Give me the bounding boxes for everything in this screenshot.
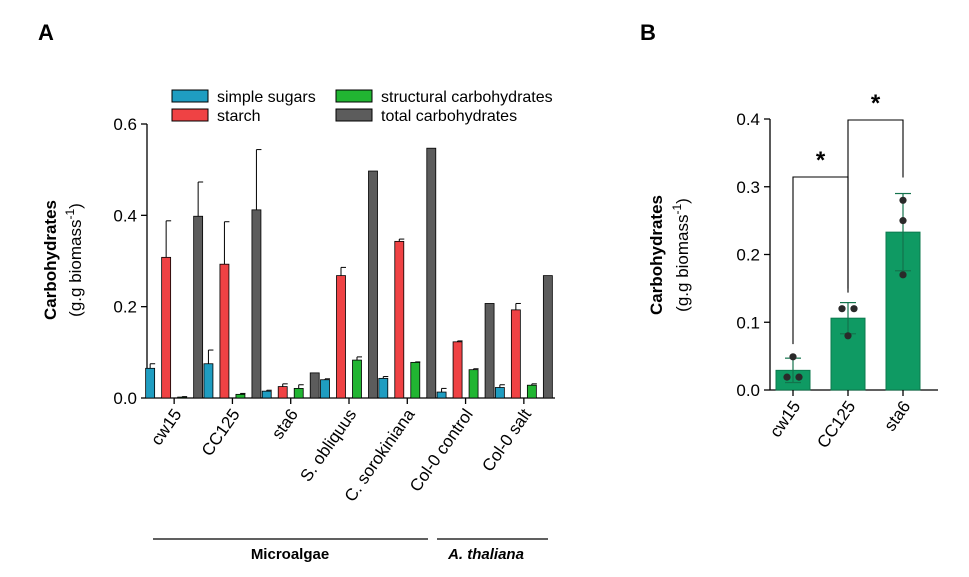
bar-simple-sugars-c-sorokiniana [378, 377, 389, 399]
y-axis-title-a: Carbohydrates [41, 200, 60, 320]
data-point-b-sta6-0 [899, 196, 907, 204]
data-point-b-cc125-2 [844, 332, 852, 340]
data-point-b-cw15-1 [783, 373, 791, 381]
group-label-microalgae: Microalgae [251, 546, 329, 563]
y-axis-unit-b-close: ) [673, 198, 692, 204]
bar-structural-carbohydrates-c-sorokiniana [410, 361, 421, 399]
bar-total-carbohydrates-s-obliquus [368, 170, 378, 399]
y-axis-unit-a-close: ) [66, 203, 85, 209]
legend-label-structural: structural carbohydrates [381, 89, 553, 106]
y-tick-label-a-2: 0.4 [113, 206, 137, 225]
x-tick-label-cw15: cw15 [147, 405, 185, 448]
bar-simple-sugars-cw15 [145, 367, 156, 399]
y-axis-unit-a-main: (g.g biomass [66, 220, 85, 317]
y-axis-unit-a: (g.g biomass-1) [63, 203, 85, 317]
panel-b-letter: B [640, 20, 656, 45]
y-tick-label-a-0: 0.0 [113, 389, 137, 408]
bar-simple-sugars-sta6 [261, 390, 272, 399]
legend-swatch-structural [335, 89, 373, 103]
y-axis-unit-b-sup: -1 [670, 204, 684, 215]
y-tick-label-b-2: 0.2 [736, 246, 760, 265]
bar-simple-sugars-s-obliquus [320, 379, 330, 399]
bar-structural-carbohydrates-sta6 [293, 388, 304, 399]
bar-structural-carbohydrates-cw15 [177, 396, 188, 399]
significance-star-1: * [871, 90, 881, 117]
y-axis-unit-b-main: (g.g biomass [673, 215, 692, 312]
bar-structural-carbohydrates-cc125 [235, 393, 246, 399]
legend-label-starch: starch [217, 108, 261, 125]
x-tick-label-s-obliquus: S. obliquus [296, 405, 360, 485]
bar-total-carbohydrates-col-0-salt [542, 275, 553, 399]
bar-simple-sugars-cc125 [203, 363, 214, 399]
bar-starch-cw15 [161, 256, 172, 399]
bar-starch-s-obliquus [336, 275, 346, 399]
bar-simple-sugars-col-0-control [436, 391, 447, 399]
legend-label-total: total carbohydrates [381, 108, 517, 125]
significance-bracket-1 [847, 119, 904, 289]
data-point-b-sta6-1 [899, 217, 907, 225]
significance-star-0: * [816, 147, 826, 174]
y-tick-label-b-4: 0.4 [736, 110, 760, 129]
bar-starch-cc125 [219, 263, 230, 399]
y-tick-label-a-3: 0.6 [113, 115, 137, 134]
bar-starch-col-0-salt [510, 309, 521, 399]
bar-structural-carbohydrates-col-0-salt [526, 384, 537, 399]
bar-total-carbohydrates-cw15 [193, 215, 204, 399]
legend-swatch-simple-sugars [171, 89, 209, 103]
y-tick-label-b-0: 0.0 [736, 381, 760, 400]
data-point-b-cc125-1 [850, 305, 858, 313]
panel-b-chart: Carbohydrates (g.g biomass-1) 0.0 0.1 0.2 0… [647, 90, 938, 452]
x-tick-label-sta6: sta6 [268, 405, 302, 442]
group-label-athaliana: A. thaliana [447, 546, 524, 563]
x-tick-label-b-sta6: sta6 [880, 397, 914, 434]
x-tick-label-cc125: CC125 [198, 405, 244, 459]
panel-a-chart: simple sugars starch structural carbohyd… [41, 89, 555, 563]
y-tick-label-b-3: 0.3 [736, 178, 760, 197]
y-tick-label-a-1: 0.2 [113, 298, 137, 317]
data-point-b-cw15-2 [795, 373, 803, 381]
data-point-b-cw15-0 [789, 353, 797, 361]
bar-structural-carbohydrates-col-0-control [468, 369, 479, 399]
legend-swatch-starch [171, 108, 209, 122]
bar-total-carbohydrates-col-0-control [484, 303, 495, 399]
y-axis-title-b: Carbohydrates [647, 195, 666, 315]
legend-a: simple sugars starch structural carbohyd… [171, 89, 553, 125]
bar-structural-carbohydrates-s-obliquus [352, 359, 362, 399]
y-axis-unit-a-sup: -1 [63, 209, 77, 220]
bar-starch-c-sorokiniana [394, 240, 405, 399]
bar-starch-sta6 [277, 386, 288, 399]
x-tick-label-b-cc125: CC125 [813, 397, 859, 451]
x-tick-label-b-cw15: cw15 [766, 397, 804, 440]
x-tick-label-col-0-salt: Col-0 salt [478, 405, 535, 475]
y-axis-unit-b: (g.g biomass-1) [670, 198, 692, 312]
bar-total-carbohydrates-c-sorokiniana [426, 147, 437, 399]
legend-swatch-total [335, 108, 373, 122]
data-point-b-sta6-2 [899, 271, 907, 279]
bar-simple-sugars-col-0-salt [494, 387, 505, 399]
panel-a-letter: A [38, 20, 54, 45]
legend-label-simple-sugars: simple sugars [217, 89, 316, 106]
bar-starch-col-0-control [452, 341, 463, 399]
data-point-b-cc125-0 [838, 305, 846, 313]
y-tick-label-b-1: 0.1 [736, 313, 760, 332]
bar-total-carbohydrates-cc125 [251, 209, 262, 399]
bar-total-carbohydrates-sta6 [309, 372, 320, 399]
